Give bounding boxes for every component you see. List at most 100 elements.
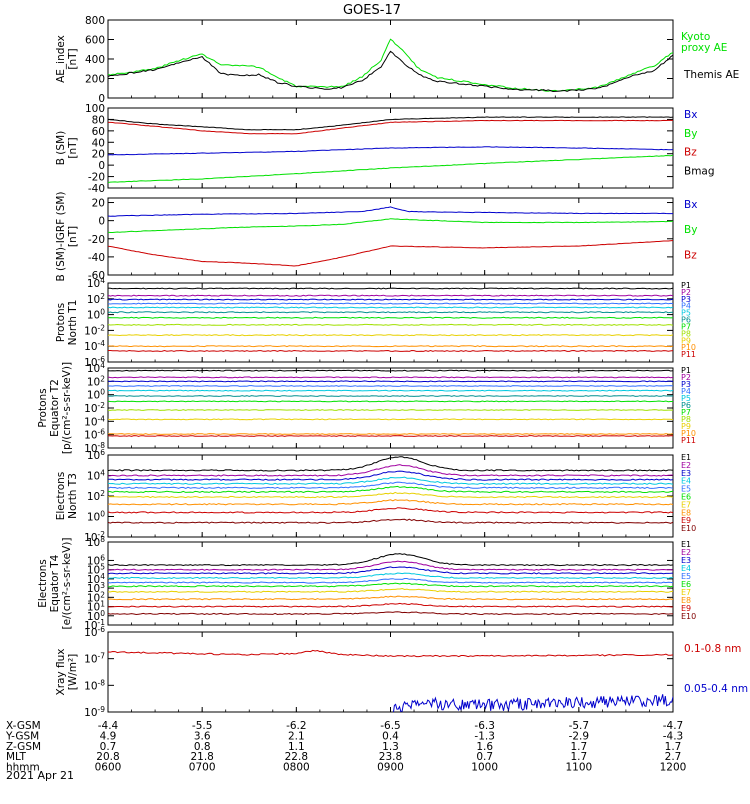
legend-entry: E10 bbox=[681, 524, 696, 533]
series-line-p9 bbox=[108, 334, 673, 337]
series-line-kyoto-proxy-ae bbox=[108, 38, 673, 92]
legend-entry: P5 bbox=[681, 394, 691, 403]
legend-entry: P9 bbox=[681, 336, 691, 345]
x-row-value: 0900 bbox=[377, 762, 404, 774]
y-axis-label: B (SM)-IGRF (SM) bbox=[55, 191, 67, 281]
series-line-e10 bbox=[108, 611, 673, 616]
series-line-bz bbox=[108, 240, 673, 267]
legend-entry: E8 bbox=[681, 508, 691, 517]
y-tick-exponent: -2 bbox=[98, 401, 106, 410]
series-line-p8 bbox=[108, 323, 673, 326]
y-axis-label: [p/(cm²-s-sr-keV)] bbox=[61, 362, 73, 454]
y-axis-label: Electrons bbox=[37, 559, 49, 608]
series-line-p5 bbox=[108, 306, 673, 309]
y-tick-exponent: -2 bbox=[98, 530, 106, 539]
y-tick-label: 0 bbox=[98, 93, 105, 105]
y-tick-exponent: 4 bbox=[100, 361, 105, 370]
legend-entry: Kyoto bbox=[681, 31, 710, 43]
y-tick-label: -60 bbox=[88, 270, 105, 282]
y-axis-label: [nT] bbox=[67, 48, 79, 69]
plot-area bbox=[108, 287, 673, 352]
y-axis-label: Equator T4 bbox=[49, 554, 61, 612]
legend-entry: E2 bbox=[681, 548, 691, 557]
series-line-by bbox=[108, 154, 673, 183]
x-row-value: 1.7 bbox=[570, 741, 587, 753]
x-row-value: -2.9 bbox=[569, 730, 590, 742]
y-axis-label: [W/m²] bbox=[67, 654, 79, 691]
legend-entry: E7 bbox=[681, 588, 691, 597]
legend-entry: E8 bbox=[681, 596, 691, 605]
x-row-value: -1.3 bbox=[474, 730, 495, 742]
legend-entry: E9 bbox=[681, 604, 691, 613]
series-line-themis-ae bbox=[108, 50, 673, 93]
series-line-p2 bbox=[108, 294, 673, 297]
y-tick-exponent: 2 bbox=[100, 374, 105, 383]
series-line-p7 bbox=[108, 316, 673, 319]
legend-entry: P7 bbox=[681, 408, 691, 417]
y-tick-exponent: -4 bbox=[98, 339, 106, 348]
y-axis-label: [e/(cm²-s-sr-keV)] bbox=[61, 538, 73, 630]
series-line-e5 bbox=[108, 578, 673, 584]
series-line-bx bbox=[108, 206, 673, 217]
y-tick-exponent: 2 bbox=[100, 292, 105, 301]
legend-entry: E3 bbox=[681, 556, 691, 565]
y-tick-exponent: -6 bbox=[98, 355, 106, 364]
x-row-label: Z-GSM bbox=[6, 741, 41, 753]
y-tick-exponent: 4 bbox=[100, 276, 105, 285]
x-row-value: 0800 bbox=[283, 762, 310, 774]
y-axis-label: Electrons bbox=[55, 472, 67, 521]
y-tick-exponent: 0 bbox=[100, 609, 105, 618]
y-tick-label: 10-6 bbox=[84, 625, 105, 639]
legend-entry: P7 bbox=[681, 322, 691, 331]
x-row-value: -6.2 bbox=[286, 720, 307, 732]
series-line-p10 bbox=[108, 345, 673, 348]
y-tick-exponent: -7 bbox=[98, 652, 106, 661]
x-row-value: 20.8 bbox=[96, 751, 119, 763]
y-tick-label: 102 bbox=[87, 292, 105, 306]
y-tick-label: 10-9 bbox=[84, 705, 105, 719]
series-line-p2 bbox=[108, 376, 673, 379]
y-tick-label: 106 bbox=[87, 448, 105, 462]
legend-entry: P3 bbox=[681, 380, 691, 389]
panel-3: 20 0 -20 -40 -60 B (SM)-IGRF (SM) [nT] Bx By Bz bbox=[55, 191, 697, 282]
y-tick-label: 0 bbox=[98, 216, 105, 228]
y-tick-label: 102 bbox=[87, 489, 105, 503]
series-line-p6 bbox=[108, 395, 673, 397]
legend-entry: Bmag bbox=[684, 166, 715, 178]
legend-entry: E2 bbox=[681, 461, 691, 470]
series-line-0-05-0-4-nm bbox=[393, 694, 673, 712]
legend-entry: Bx bbox=[684, 199, 697, 211]
y-tick-exponent: 4 bbox=[100, 469, 105, 478]
y-tick-exponent: -9 bbox=[98, 705, 106, 714]
y-tick-label: 200 bbox=[85, 74, 105, 86]
y-axis-label: Xray flux bbox=[55, 649, 67, 696]
legend-entry: proxy AE bbox=[681, 42, 727, 54]
legend-entry: E1 bbox=[681, 453, 691, 462]
legend-entry: Bx bbox=[684, 109, 697, 121]
y-tick-exponent: 0 bbox=[100, 308, 105, 317]
y-tick-label: 10-8 bbox=[84, 678, 105, 692]
y-tick-label: 10-6 bbox=[84, 428, 105, 442]
x-row-value: 4.9 bbox=[100, 730, 117, 742]
y-tick-label: 102 bbox=[87, 374, 105, 388]
y-axis-label: AE_index bbox=[55, 35, 67, 83]
series-line-e9 bbox=[108, 602, 673, 608]
x-row-value: -6.3 bbox=[474, 720, 495, 732]
y-tick-exponent: -6 bbox=[98, 625, 106, 634]
x-row-value: -5.7 bbox=[569, 720, 590, 732]
legend-entry: E5 bbox=[681, 485, 691, 494]
plot-area bbox=[108, 38, 673, 93]
series-line-p1 bbox=[108, 369, 673, 372]
series-line-e8 bbox=[108, 595, 673, 601]
x-row-value: 0.7 bbox=[100, 741, 117, 753]
series-line-e7 bbox=[108, 587, 673, 593]
series-line-e10 bbox=[108, 518, 673, 524]
y-tick-label: 10-4 bbox=[84, 414, 105, 428]
x-row-label: Y-GSM bbox=[5, 730, 39, 742]
y-tick-label: 40 bbox=[92, 137, 105, 149]
series-line-e4 bbox=[108, 476, 673, 485]
legend-entry: E7 bbox=[681, 500, 691, 509]
